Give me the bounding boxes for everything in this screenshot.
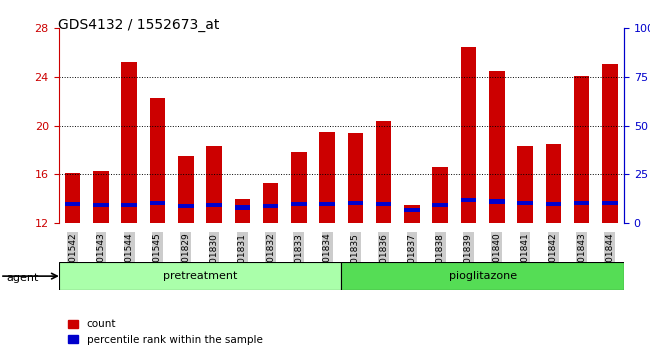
- Bar: [178, 156, 194, 223]
- Bar: [319, 202, 335, 206]
- Bar: [489, 71, 504, 223]
- Bar: [489, 199, 504, 204]
- Bar: [65, 173, 81, 223]
- Bar: [122, 203, 137, 207]
- Bar: [348, 200, 363, 205]
- Text: pioglitazone: pioglitazone: [448, 271, 517, 281]
- Text: agent: agent: [6, 273, 39, 283]
- Bar: [574, 76, 590, 223]
- Bar: [263, 204, 278, 209]
- Bar: [206, 203, 222, 207]
- Bar: [206, 146, 222, 223]
- Bar: [545, 144, 561, 223]
- Bar: [122, 62, 137, 223]
- Legend: count, percentile rank within the sample: count, percentile rank within the sample: [64, 315, 266, 349]
- FancyBboxPatch shape: [58, 262, 341, 290]
- Bar: [150, 98, 165, 223]
- Bar: [291, 202, 307, 206]
- Bar: [517, 200, 533, 205]
- Bar: [235, 199, 250, 223]
- Bar: [461, 47, 476, 223]
- Bar: [432, 167, 448, 223]
- Bar: [602, 64, 617, 223]
- Bar: [178, 204, 194, 209]
- Bar: [461, 198, 476, 202]
- Bar: [376, 202, 391, 206]
- Bar: [376, 121, 391, 223]
- Bar: [150, 200, 165, 205]
- Bar: [65, 202, 81, 206]
- Bar: [432, 203, 448, 207]
- Bar: [93, 203, 109, 207]
- Bar: [517, 146, 533, 223]
- Bar: [348, 133, 363, 223]
- Bar: [404, 205, 420, 223]
- FancyBboxPatch shape: [341, 262, 624, 290]
- Text: pretreatment: pretreatment: [162, 271, 237, 281]
- Bar: [404, 208, 420, 212]
- Bar: [291, 153, 307, 223]
- Bar: [545, 202, 561, 206]
- Bar: [574, 200, 590, 205]
- Bar: [602, 200, 617, 205]
- Bar: [319, 132, 335, 223]
- Bar: [235, 205, 250, 210]
- Bar: [93, 171, 109, 223]
- Bar: [263, 183, 278, 223]
- Text: GDS4132 / 1552673_at: GDS4132 / 1552673_at: [58, 18, 220, 32]
